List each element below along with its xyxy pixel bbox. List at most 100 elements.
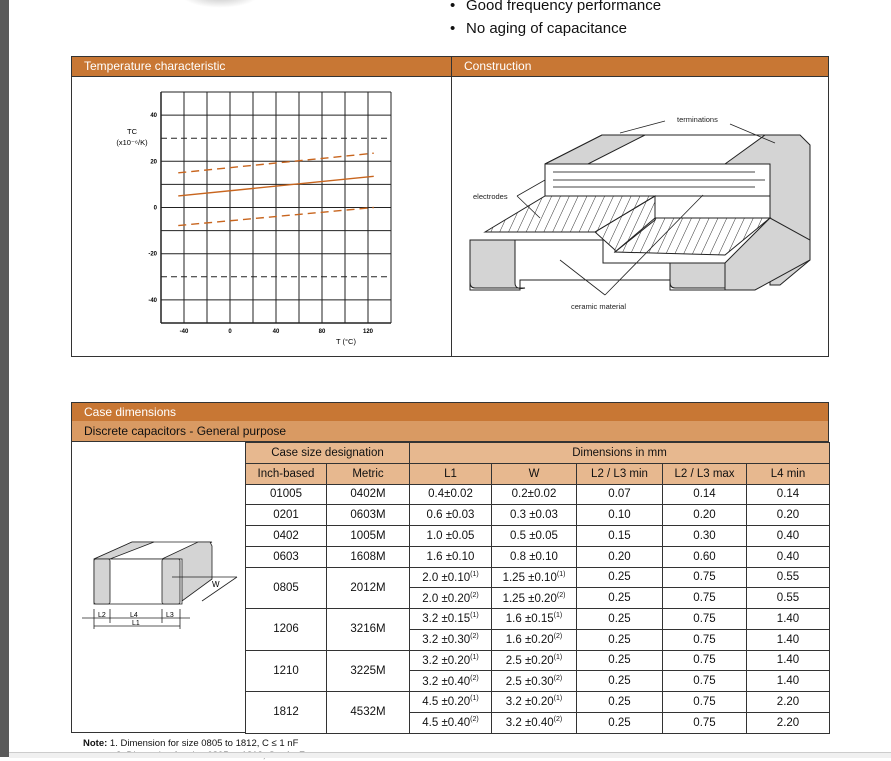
cell-l1: 4.5 ±0.20(1) xyxy=(409,691,492,713)
cell-l2l3-min: 0.25 xyxy=(576,649,663,672)
chip-drawing-cell: W L2 L4 L3 L1 xyxy=(71,442,246,733)
x-tick-label: 40 xyxy=(273,329,280,335)
cell-value: 0.20 xyxy=(776,509,800,522)
cell-l2l3-max: 0.75 xyxy=(662,628,747,651)
footnote-ref: (2) xyxy=(470,633,479,641)
footnote-ref: (2) xyxy=(553,674,563,682)
cell-value: 1.6 ±0.10 xyxy=(426,550,475,563)
cell-value: 4.5 ±0.40 xyxy=(422,717,471,730)
cell-metric: 4532M xyxy=(326,691,410,734)
case-dimensions-table: Case size designation Dimensions in mm I… xyxy=(245,442,830,734)
col-header-w: W xyxy=(491,462,577,485)
cell-l2l3-min: 0.07 xyxy=(576,483,663,506)
footnote-ref: (2) xyxy=(470,716,479,724)
panel-title: Construction xyxy=(452,57,828,77)
cell-metric: 1005M xyxy=(326,525,410,547)
cell-value: 0.75 xyxy=(693,612,716,625)
col-header-l4-min: L4 min xyxy=(746,462,830,485)
cell-l4-min: 0.55 xyxy=(746,566,830,589)
cell-value: 0.25 xyxy=(608,695,631,708)
cell-value: 0.20 xyxy=(608,550,631,563)
footnote-ref: (2) xyxy=(553,716,563,724)
cell-w: 1.25 ±0.10(1) xyxy=(491,566,577,589)
cell-l2l3-max: 0.75 xyxy=(662,691,747,713)
panel-title: Temperature characteristic xyxy=(72,57,451,77)
footnote-ref: (1) xyxy=(470,570,479,578)
cell-inch: 0402 xyxy=(245,525,327,547)
cell-l1: 1.6 ±0.10 xyxy=(409,545,492,568)
y-axis-unit: (x10⁻⁶/K) xyxy=(116,138,148,147)
case-subtitle: Discrete capacitors - General purpose xyxy=(71,421,829,442)
cell-value: 2.5 ±0.20 xyxy=(505,654,554,667)
table-row: 0603 1608M 1.6 ±0.10 0.8 ±0.10 0.20 0.60 0.40 xyxy=(245,545,830,568)
cell-value: 0.14 xyxy=(776,488,800,501)
cell-value: 3.2 ±0.40 xyxy=(422,675,471,688)
cell-inch: 1206 xyxy=(245,608,327,651)
cell-value: 3.2 ±0.20 xyxy=(505,696,554,709)
cell-l4-min: 1.40 xyxy=(746,608,830,630)
col-header-metric: Metric xyxy=(326,462,410,485)
tc-chart: -40 0 40 80 120 40 20 0 -20 -40 TC (x10⁻⁶/K) T (°C) xyxy=(116,91,392,346)
cell-l1: 3.2 ±0.40(2) xyxy=(409,670,492,692)
cell-l1: 2.0 ±0.10(1) xyxy=(409,566,492,589)
series-line xyxy=(178,152,374,174)
cell-value: 0.25 xyxy=(608,592,631,605)
cell-metric: 0603M xyxy=(326,504,410,526)
cell-value: 2.0 ±0.10 xyxy=(422,571,471,584)
viewer-left-edge xyxy=(0,0,9,757)
cell-value: 0.2±0.02 xyxy=(511,488,557,501)
footnote-ref: (1) xyxy=(553,653,563,661)
y-tick-label: 20 xyxy=(150,159,157,165)
cell-l4-min: 2.20 xyxy=(746,691,830,713)
case-dimensions-panel: Case dimensions xyxy=(71,402,829,422)
footnote-ref: (2) xyxy=(470,674,479,682)
cell-value: 0.14 xyxy=(693,488,716,501)
group-header-designation: Case size designation xyxy=(245,442,410,464)
cell-value: 2.0 ±0.20 xyxy=(422,592,471,605)
cell-inch: 1210 xyxy=(245,649,327,692)
cell-l2l3-max: 0.75 xyxy=(662,566,747,589)
label-ceramic: ceramic material xyxy=(571,302,626,311)
cell-w: 0.3 ±0.03 xyxy=(491,504,577,526)
cell-metric: 3216M xyxy=(326,608,410,651)
cell-l1: 2.0 ±0.20(2) xyxy=(409,587,492,609)
cell-value: 0.3 ±0.03 xyxy=(510,509,558,522)
cell-value: 1.40 xyxy=(776,675,800,688)
cell-l4-min: 0.14 xyxy=(746,483,830,506)
feature-item: Good frequency performance xyxy=(450,0,661,17)
table-row: 0402 1005M 1.0 ±0.05 0.5 ±0.05 0.15 0.30 0.40 xyxy=(245,525,830,547)
viewer-bottom-edge xyxy=(9,752,891,758)
cell-value: 1.40 xyxy=(776,654,800,667)
cell-l2l3-max: 0.75 xyxy=(662,649,747,672)
construction-panel: Construction xyxy=(451,56,829,357)
series-line xyxy=(178,206,374,227)
cell-value: 0.60 xyxy=(693,550,716,563)
cell-value: 2.20 xyxy=(776,695,800,708)
label-w: W xyxy=(212,580,220,589)
footnote-ref: (1) xyxy=(553,695,563,703)
series-line xyxy=(178,175,374,197)
cell-value: 1.6 ±0.20 xyxy=(505,634,554,647)
label-terminations: terminations xyxy=(677,115,718,124)
cell-l1: 1.0 ±0.05 xyxy=(409,525,492,547)
cell-value: 0.30 xyxy=(693,529,716,542)
cell-value: 0.5 ±0.05 xyxy=(510,529,558,542)
chip-dimension-drawing: W L2 L4 L3 L1 xyxy=(82,541,238,629)
cell-l1: 4.5 ±0.40(2) xyxy=(409,711,492,734)
note-label: Note: xyxy=(83,738,108,749)
label-l2: L2 xyxy=(98,612,106,619)
footnote-ref: (2) xyxy=(553,633,563,641)
cell-value: 1.6 ±0.15 xyxy=(505,613,554,626)
cell-l4-min: 0.55 xyxy=(746,587,830,609)
cell-w: 0.5 ±0.05 xyxy=(491,525,577,547)
note: Note: 1. Dimension for size 0805 to 1812… xyxy=(83,738,298,749)
footnote-ref: (1) xyxy=(470,695,479,703)
x-tick-label: 120 xyxy=(363,329,374,335)
cell-value: 0.25 xyxy=(608,716,631,729)
group-header-dimensions: Dimensions in mm xyxy=(409,442,830,464)
label-l3: L3 xyxy=(166,612,174,619)
cell-metric: 3225M xyxy=(326,649,410,692)
cell-inch: 01005 xyxy=(245,483,327,506)
cell-l2l3-max: 0.75 xyxy=(662,608,747,630)
cell-l2l3-max: 0.75 xyxy=(662,711,747,734)
